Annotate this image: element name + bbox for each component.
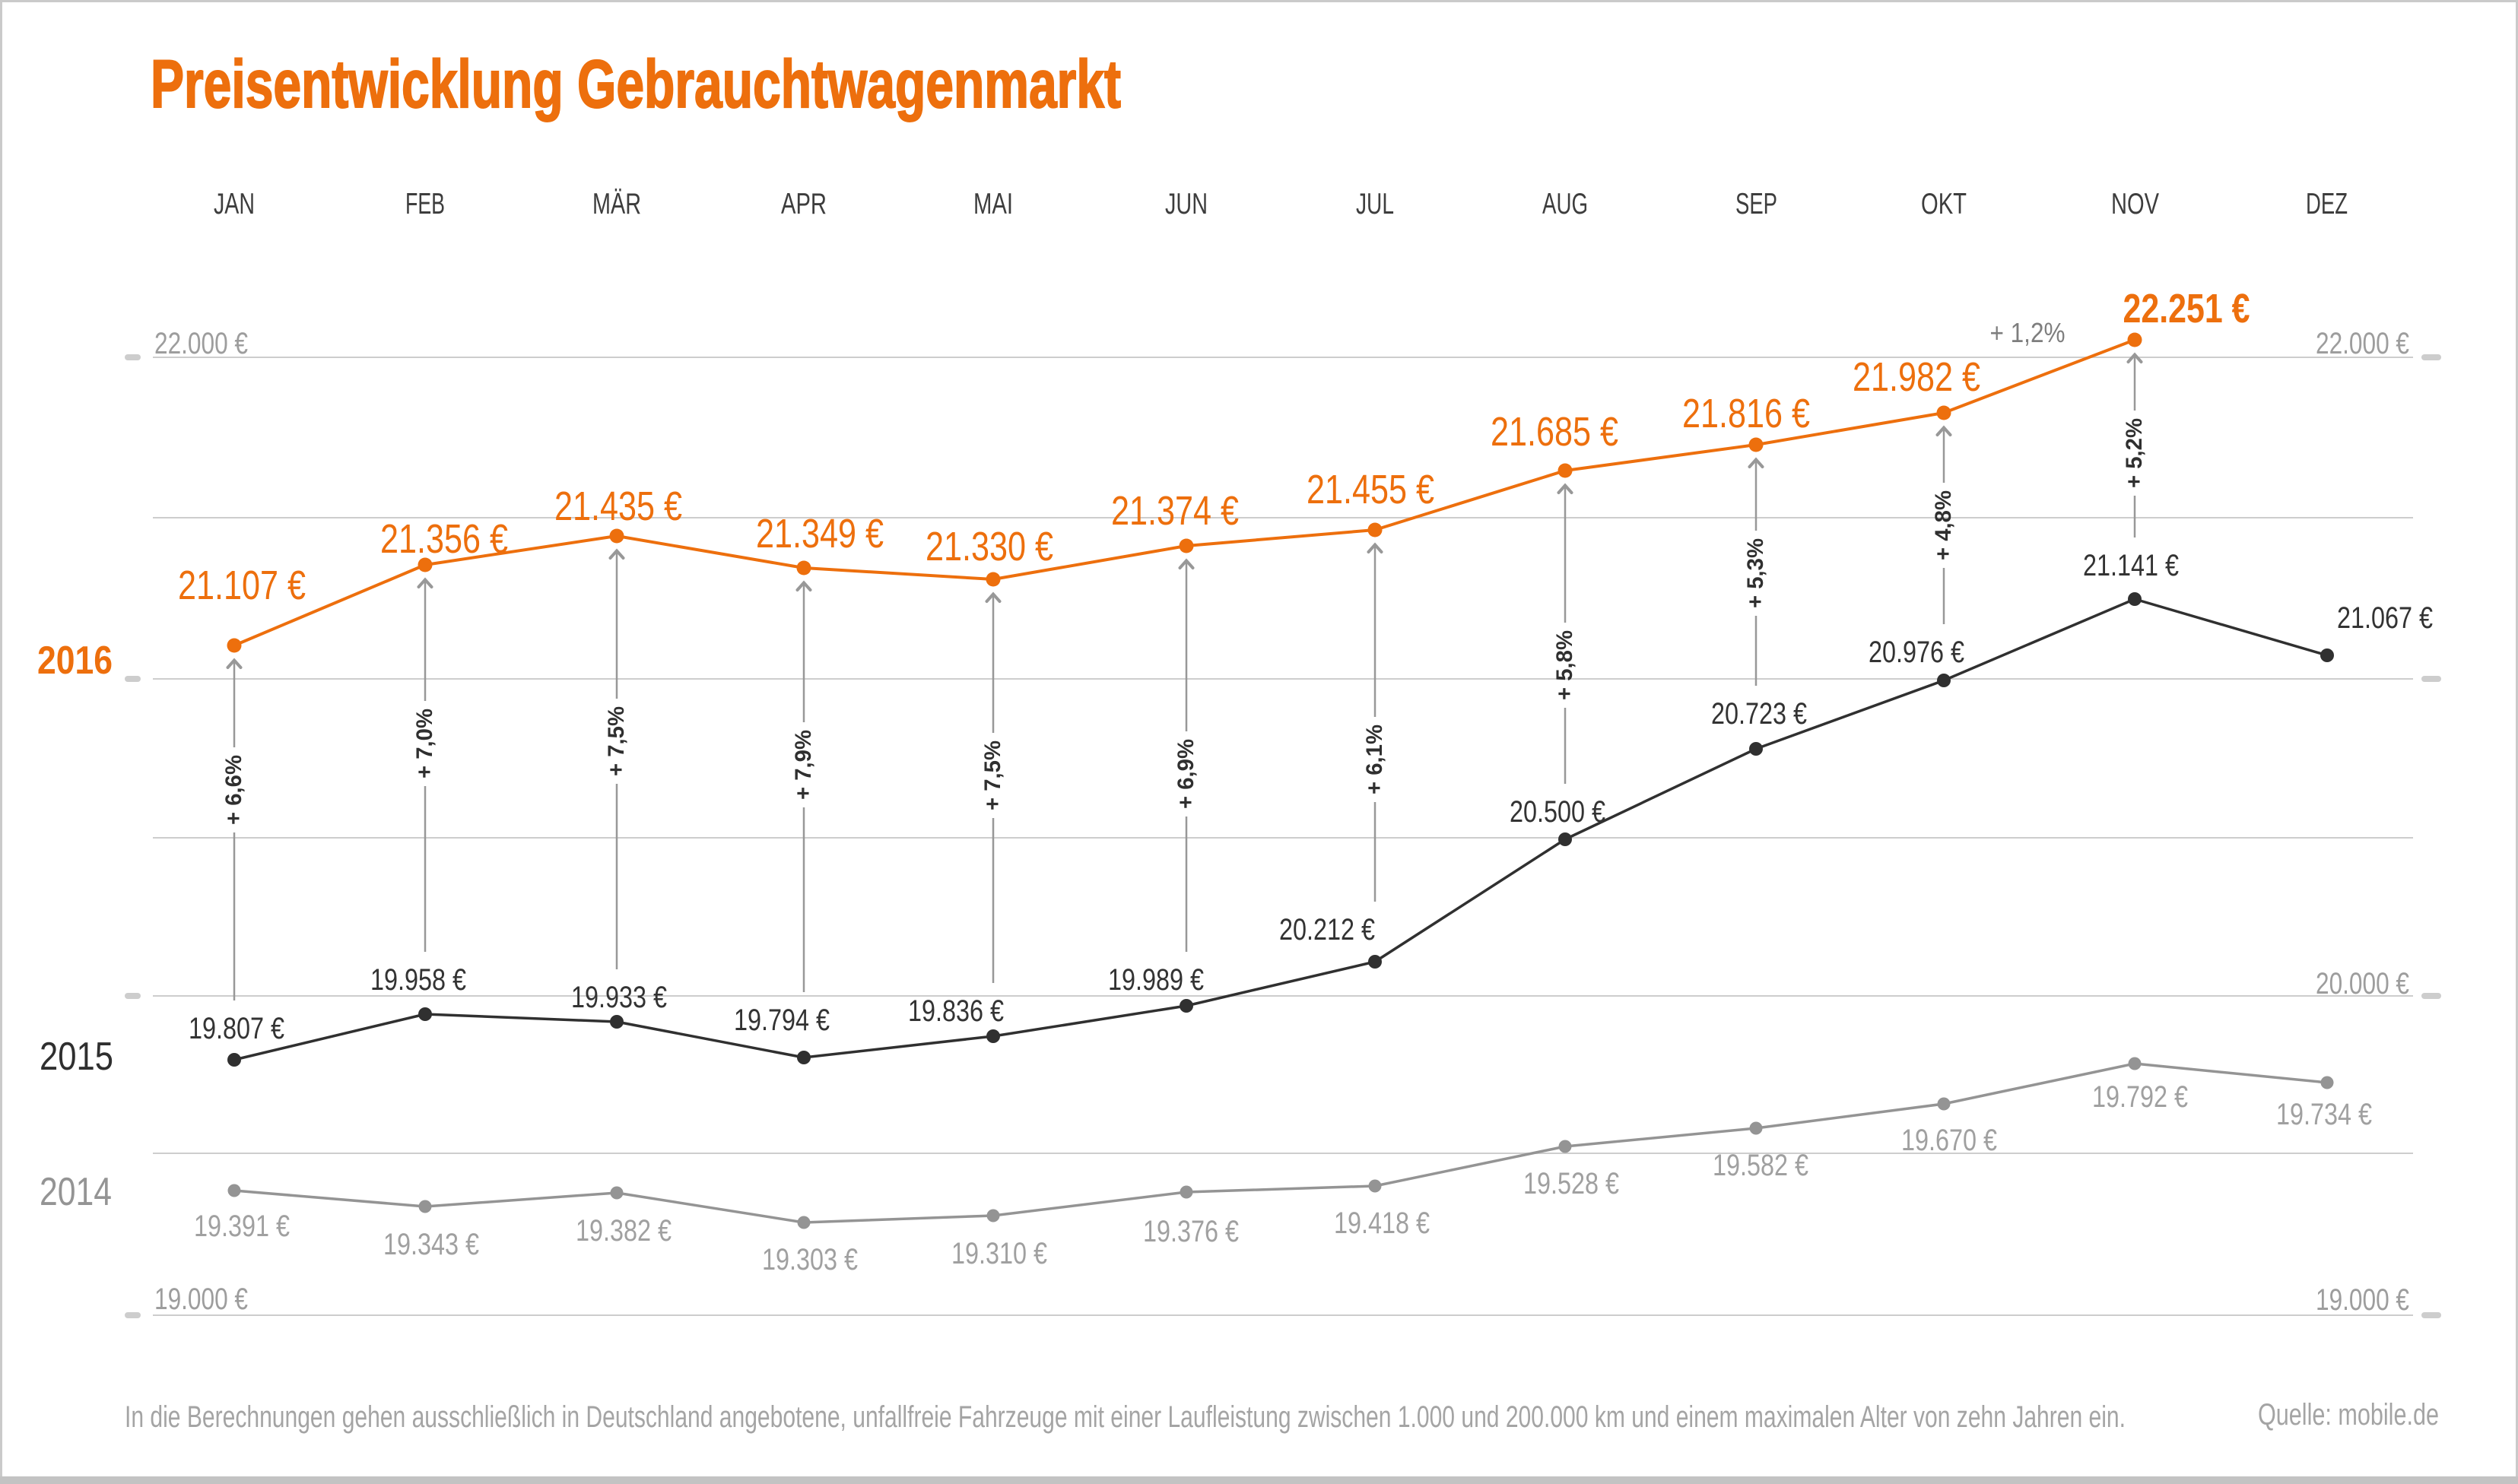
svg-text:19.807 €: 19.807 € xyxy=(189,1012,284,1045)
svg-text:22.251 €: 22.251 € xyxy=(2123,286,2250,331)
svg-text:19.391 €: 19.391 € xyxy=(194,1210,290,1243)
svg-text:19.303 €: 19.303 € xyxy=(762,1243,858,1276)
svg-text:MÄR: MÄR xyxy=(592,188,641,220)
svg-text:20.000 €: 20.000 € xyxy=(2316,967,2409,1000)
svg-text:19.734 €: 19.734 € xyxy=(2276,1098,2372,1131)
svg-text:19.343 €: 19.343 € xyxy=(383,1228,479,1261)
svg-text:+ 6,1%: + 6,1% xyxy=(1362,725,1387,794)
svg-text:MAI: MAI xyxy=(973,188,1013,220)
svg-text:NOV: NOV xyxy=(2111,188,2159,220)
svg-text:APR: APR xyxy=(781,188,827,220)
svg-text:+ 7,9%: + 7,9% xyxy=(791,730,816,800)
svg-text:JUL: JUL xyxy=(1356,188,1394,220)
svg-text:21.141 €: 21.141 € xyxy=(2083,549,2179,582)
svg-text:2014: 2014 xyxy=(40,1170,112,1214)
svg-text:DEZ: DEZ xyxy=(2306,188,2348,220)
svg-text:19.836 €: 19.836 € xyxy=(908,994,1004,1028)
svg-text:AUG: AUG xyxy=(1542,188,1588,220)
svg-text:19.376 €: 19.376 € xyxy=(1143,1215,1239,1248)
svg-text:21.374 €: 21.374 € xyxy=(1111,488,1239,534)
svg-text:19.418 €: 19.418 € xyxy=(1334,1207,1430,1240)
svg-text:OKT: OKT xyxy=(1921,188,1967,220)
svg-text:19.958 €: 19.958 € xyxy=(370,963,466,997)
svg-text:SEP: SEP xyxy=(1735,188,1777,220)
svg-text:In die Berechnungen gehen auss: In die Berechnungen gehen ausschließlich… xyxy=(125,1400,2126,1434)
svg-text:JUN: JUN xyxy=(1165,188,1208,220)
svg-text:+ 6,6%: + 6,6% xyxy=(221,755,246,825)
svg-text:20.212 €: 20.212 € xyxy=(1279,913,1375,947)
svg-text:21.330 €: 21.330 € xyxy=(926,524,1053,569)
svg-text:21.816 €: 21.816 € xyxy=(1682,391,1810,436)
svg-text:+ 5,3%: + 5,3% xyxy=(1743,538,1768,608)
svg-text:Quelle: mobile.de: Quelle: mobile.de xyxy=(2258,1398,2439,1432)
svg-text:19.933 €: 19.933 € xyxy=(571,981,667,1014)
svg-text:19.000 €: 19.000 € xyxy=(2316,1283,2409,1317)
svg-text:+ 7,0%: + 7,0% xyxy=(412,709,437,778)
svg-text:21.685 €: 21.685 € xyxy=(1491,409,1618,455)
svg-text:JAN: JAN xyxy=(214,188,255,220)
svg-text:21.982 €: 21.982 € xyxy=(1853,354,1980,400)
svg-text:+ 7,5%: + 7,5% xyxy=(604,706,629,776)
svg-text:19.528 €: 19.528 € xyxy=(1523,1167,1619,1200)
svg-text:20.500 €: 20.500 € xyxy=(1510,795,1605,829)
svg-text:21.107 €: 21.107 € xyxy=(178,563,306,608)
svg-text:FEB: FEB xyxy=(405,188,445,220)
svg-text:+ 1,2%: + 1,2% xyxy=(1990,317,2066,348)
svg-text:19.792 €: 19.792 € xyxy=(2092,1080,2188,1114)
svg-text:19.310 €: 19.310 € xyxy=(951,1237,1047,1270)
svg-text:22.000 €: 22.000 € xyxy=(2316,327,2409,360)
svg-text:Preisentwicklung Gebrauchtwage: Preisentwicklung Gebrauchtwagenmarkt xyxy=(151,46,1121,122)
svg-text:21.435 €: 21.435 € xyxy=(554,484,682,529)
svg-text:21.349 €: 21.349 € xyxy=(756,511,884,556)
svg-text:22.000 €: 22.000 € xyxy=(154,327,248,360)
svg-text:+ 5,8%: + 5,8% xyxy=(1552,630,1577,700)
svg-text:21.067 €: 21.067 € xyxy=(2337,601,2433,635)
svg-text:+ 5,2%: + 5,2% xyxy=(2122,418,2147,488)
svg-text:19.382 €: 19.382 € xyxy=(576,1214,672,1248)
svg-text:2015: 2015 xyxy=(40,1035,113,1079)
svg-text:19.582 €: 19.582 € xyxy=(1713,1149,1808,1182)
svg-text:19.989 €: 19.989 € xyxy=(1108,963,1204,997)
svg-text:20.723 €: 20.723 € xyxy=(1711,697,1807,731)
svg-text:21.356 €: 21.356 € xyxy=(380,516,508,562)
svg-text:19.000 €: 19.000 € xyxy=(154,1283,248,1316)
svg-text:19.670 €: 19.670 € xyxy=(1901,1124,1997,1157)
svg-text:2016: 2016 xyxy=(37,639,113,683)
svg-text:+ 6,9%: + 6,9% xyxy=(1173,739,1199,809)
svg-text:20.976 €: 20.976 € xyxy=(1869,636,1964,669)
svg-text:19.794 €: 19.794 € xyxy=(734,1004,830,1037)
svg-text:21.455 €: 21.455 € xyxy=(1307,467,1434,512)
svg-text:+ 4,8%: + 4,8% xyxy=(1931,490,1956,560)
svg-text:+ 7,5%: + 7,5% xyxy=(980,740,1005,810)
